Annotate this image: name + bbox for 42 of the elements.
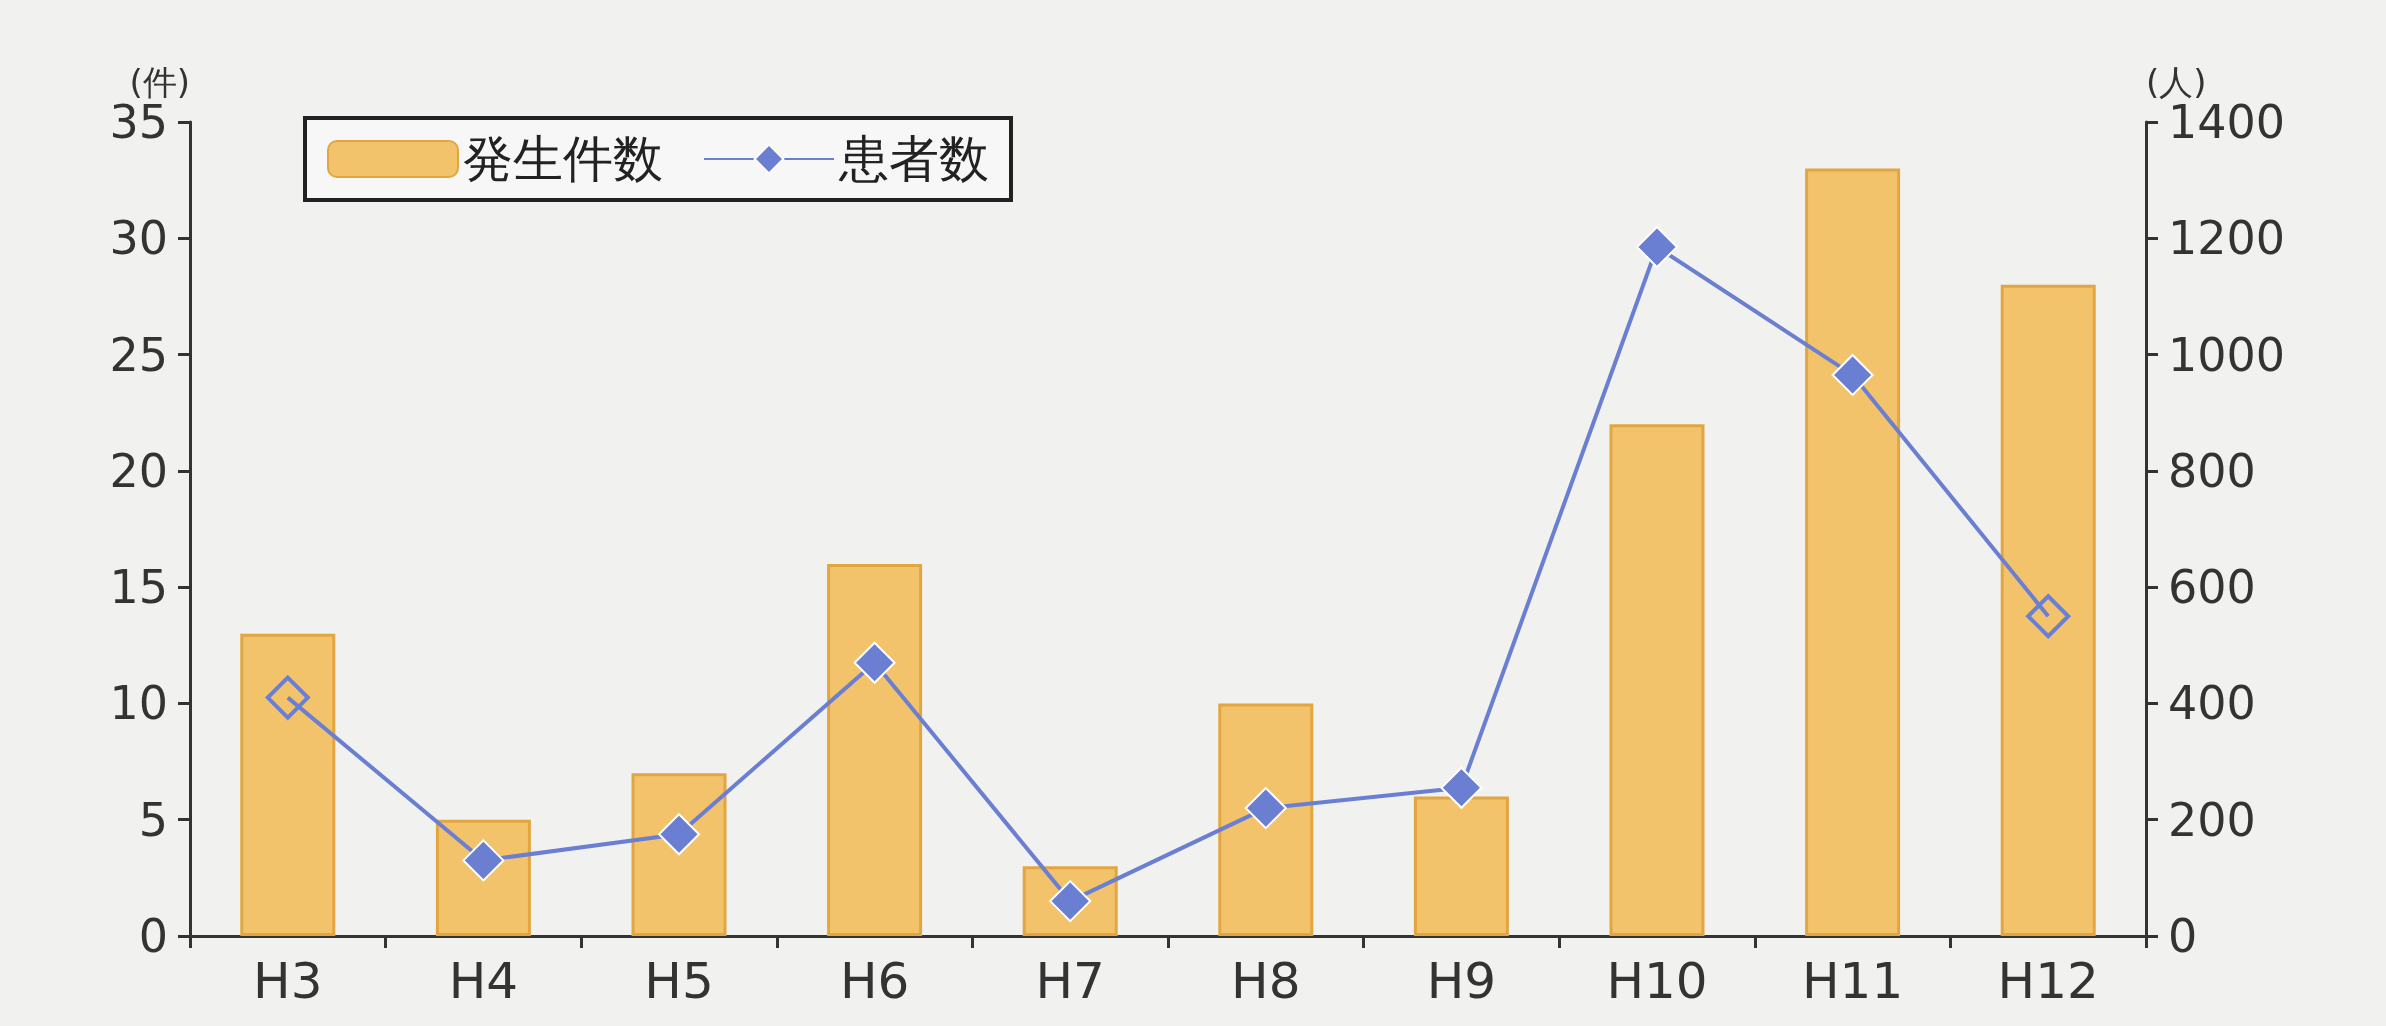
point (265, 675, 310, 720)
y-tick-label: 0 (138, 909, 168, 963)
bar (1609, 424, 1705, 936)
y-tick-label: 20 (109, 443, 168, 498)
bar (2000, 284, 2096, 936)
x-tick-label: H4 (448, 952, 519, 1010)
y2-axis-title: (人) (2146, 62, 2207, 103)
x-tick-label: H12 (1997, 952, 2099, 1010)
bar (240, 633, 336, 936)
point (2026, 594, 2071, 639)
point (1440, 766, 1483, 809)
y2-tick-label: 800 (2168, 443, 2256, 498)
y-tick-label: 5 (138, 792, 168, 847)
x-tick-label: H7 (1035, 952, 1105, 1010)
bar (631, 773, 727, 936)
y2-tick-label: 400 (2168, 676, 2256, 731)
bar (827, 563, 923, 936)
x-tick-label: H3 (253, 952, 323, 1010)
y-tick-label: 30 (109, 211, 168, 266)
x-tick-label: H5 (644, 952, 714, 1010)
bar (1805, 168, 1901, 936)
y2-tick-label: 1200 (2168, 211, 2286, 266)
x-tick-label: H10 (1606, 952, 1708, 1010)
x-tick-label: H8 (1231, 952, 1301, 1010)
point (853, 641, 896, 684)
bar (1218, 703, 1314, 936)
point (1831, 353, 1874, 396)
point (1244, 787, 1287, 830)
legend-label: 発生件数 (463, 130, 663, 188)
y2-tick-label: 200 (2168, 792, 2256, 847)
y-tick-label: 10 (109, 676, 168, 731)
legend-label: 患者数 (838, 130, 989, 188)
y-tick-label: 25 (109, 327, 168, 382)
bar (1413, 796, 1509, 936)
x-tick-label: H11 (1801, 952, 1904, 1010)
y2-tick-label: 0 (2168, 909, 2198, 963)
x-tick-label: H6 (839, 952, 910, 1010)
y2-tick-label: 600 (2168, 560, 2256, 615)
y-tick-label: 15 (109, 560, 168, 615)
y2-tick-label: 1000 (2168, 327, 2286, 382)
point (1636, 226, 1678, 269)
x-tick-label: H9 (1426, 952, 1497, 1010)
